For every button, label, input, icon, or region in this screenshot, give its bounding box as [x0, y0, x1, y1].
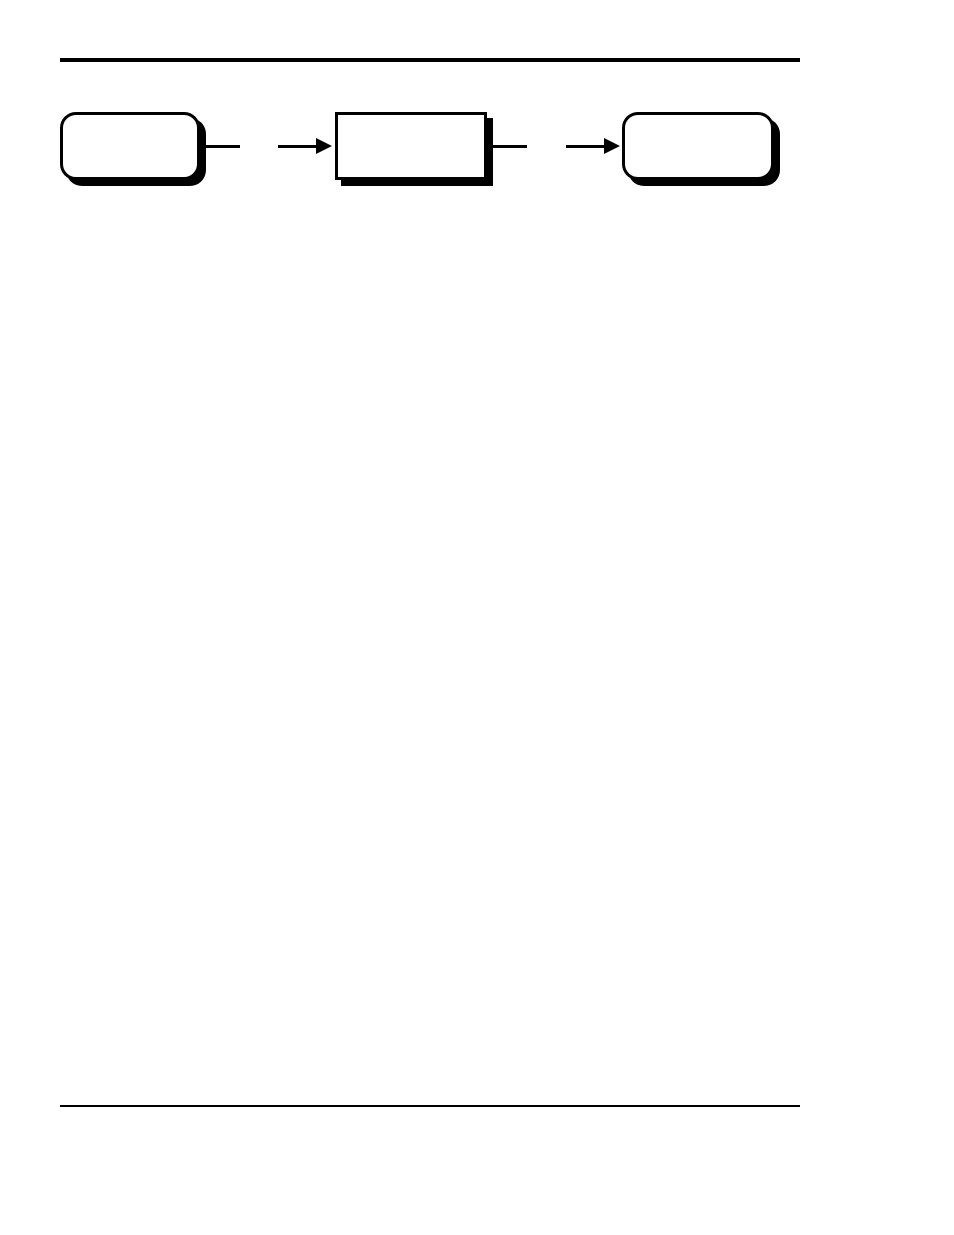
arrow-right-icon — [604, 138, 620, 154]
connector-line — [278, 145, 316, 148]
flowchart-diagram — [60, 112, 800, 187]
connector-line — [566, 145, 604, 148]
bottom-horizontal-rule — [60, 1105, 800, 1107]
flowchart-node-process — [335, 112, 487, 180]
connector-line — [200, 145, 240, 148]
connector-line — [487, 145, 527, 148]
flowchart-node-end — [622, 112, 774, 180]
top-horizontal-rule — [60, 58, 800, 62]
flowchart-node-start — [60, 112, 200, 180]
arrow-right-icon — [316, 138, 332, 154]
